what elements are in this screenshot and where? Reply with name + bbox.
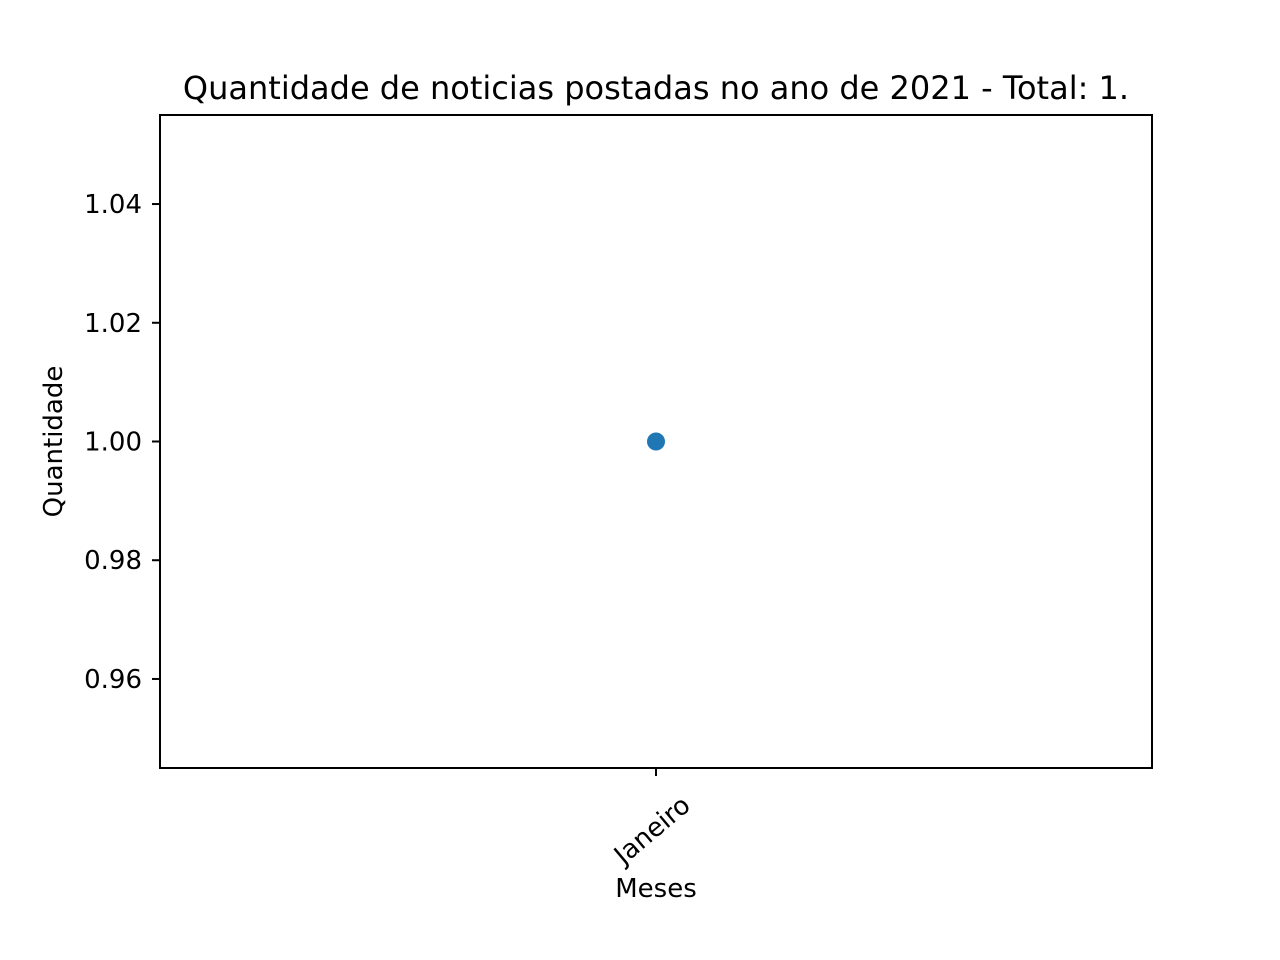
plot-area-frame: [159, 114, 1153, 769]
x-axis-label: Meses: [615, 874, 697, 904]
x-tick-label: Janeiro: [607, 790, 696, 872]
y-axis-label: Quantidade: [39, 366, 69, 518]
plot-points: [647, 432, 665, 451]
chart-title: Quantidade de noticias postadas no ano d…: [183, 69, 1129, 107]
y-axis: 0.96 0.98 1.00 1.02 1.04: [84, 190, 160, 695]
y-tick-label: 0.96: [84, 665, 142, 695]
y-tick-label: 1.04: [84, 190, 142, 220]
x-axis: Janeiro: [607, 768, 696, 872]
data-point: [647, 432, 665, 451]
y-tick-label: 1.00: [84, 428, 142, 458]
y-tick-label: 0.98: [84, 546, 142, 576]
y-tick-label: 1.02: [84, 309, 142, 339]
